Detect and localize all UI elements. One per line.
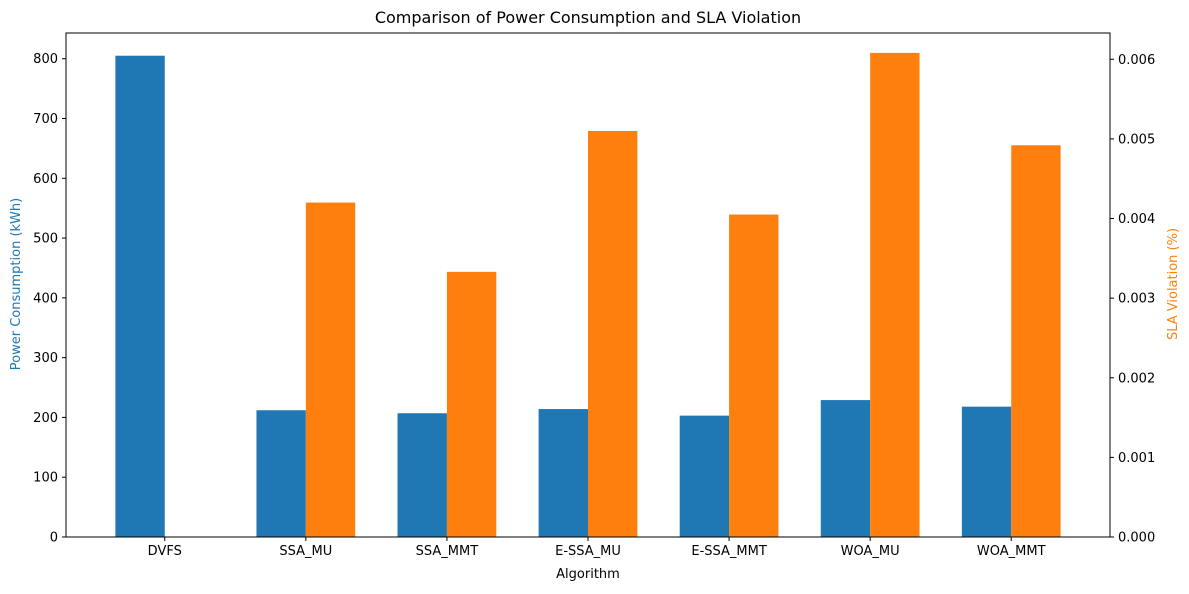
right-tick-label: 0.002 bbox=[1118, 371, 1155, 386]
right-tick-label: 0.000 bbox=[1118, 531, 1155, 546]
left-tick-label: 700 bbox=[33, 112, 58, 127]
x-tick-label: DVFS bbox=[148, 544, 182, 559]
right-tick-label: 0.004 bbox=[1118, 212, 1155, 227]
x-tick-label: SSA_MU bbox=[279, 544, 332, 559]
x-tick-label: E-SSA_MMT bbox=[691, 544, 766, 559]
plot-frame bbox=[65, 32, 1111, 538]
right-axis-label: SLA Violation (%) bbox=[1166, 228, 1181, 340]
right-tick-label: 0.003 bbox=[1118, 292, 1155, 307]
left-tick-label: 100 bbox=[33, 471, 58, 486]
sla-bar-e-ssa_mu bbox=[588, 130, 638, 537]
power-bar-woa_mu bbox=[820, 400, 871, 537]
left-tick-label: 0 bbox=[50, 531, 58, 546]
power-bar-ssa_mu bbox=[256, 410, 306, 537]
power-bar-e-ssa_mu bbox=[538, 409, 588, 537]
right-tick-label: 0.005 bbox=[1118, 132, 1155, 147]
power-bar-dvfs bbox=[115, 55, 165, 537]
power-bar-woa_mmt bbox=[961, 406, 1012, 537]
chart-title: Comparison of Power Consumption and SLA … bbox=[375, 8, 801, 27]
left-tick-label: 800 bbox=[33, 52, 58, 67]
x-tick-label: WOA_MU bbox=[841, 544, 900, 559]
right-tick-label: 0.001 bbox=[1118, 451, 1155, 466]
left-tick-label: 500 bbox=[33, 232, 58, 247]
right-tick-label: 0.006 bbox=[1118, 53, 1155, 68]
x-tick-label: SSA_MMT bbox=[416, 544, 479, 559]
x-tick-label: WOA_MMT bbox=[977, 544, 1046, 559]
left-axis-label: Power Consumption (kWh) bbox=[9, 198, 24, 370]
x-axis-label: Algorithm bbox=[556, 567, 620, 582]
bars-layer bbox=[115, 52, 1061, 538]
sla-bar-woa_mu bbox=[870, 52, 920, 537]
left-tick-label: 200 bbox=[33, 411, 58, 426]
axes-layer: DVFS SSA_MU SSA_MMT E-SSA_MU E-SSA_MMT WOA_MU… bbox=[33, 52, 1155, 559]
left-tick-label: 300 bbox=[33, 351, 58, 366]
power-bar-e-ssa_mmt bbox=[679, 415, 730, 537]
sla-bar-ssa_mmt bbox=[446, 271, 497, 537]
sla-bar-woa_mmt bbox=[1011, 145, 1061, 537]
x-tick-label: E-SSA_MU bbox=[555, 544, 621, 559]
sla-bar-ssa_mu bbox=[305, 202, 356, 537]
left-tick-label: 400 bbox=[33, 291, 58, 306]
left-tick-label: 600 bbox=[33, 172, 58, 187]
power-bar-ssa_mmt bbox=[397, 413, 447, 537]
sla-bar-e-ssa_mmt bbox=[729, 214, 779, 538]
